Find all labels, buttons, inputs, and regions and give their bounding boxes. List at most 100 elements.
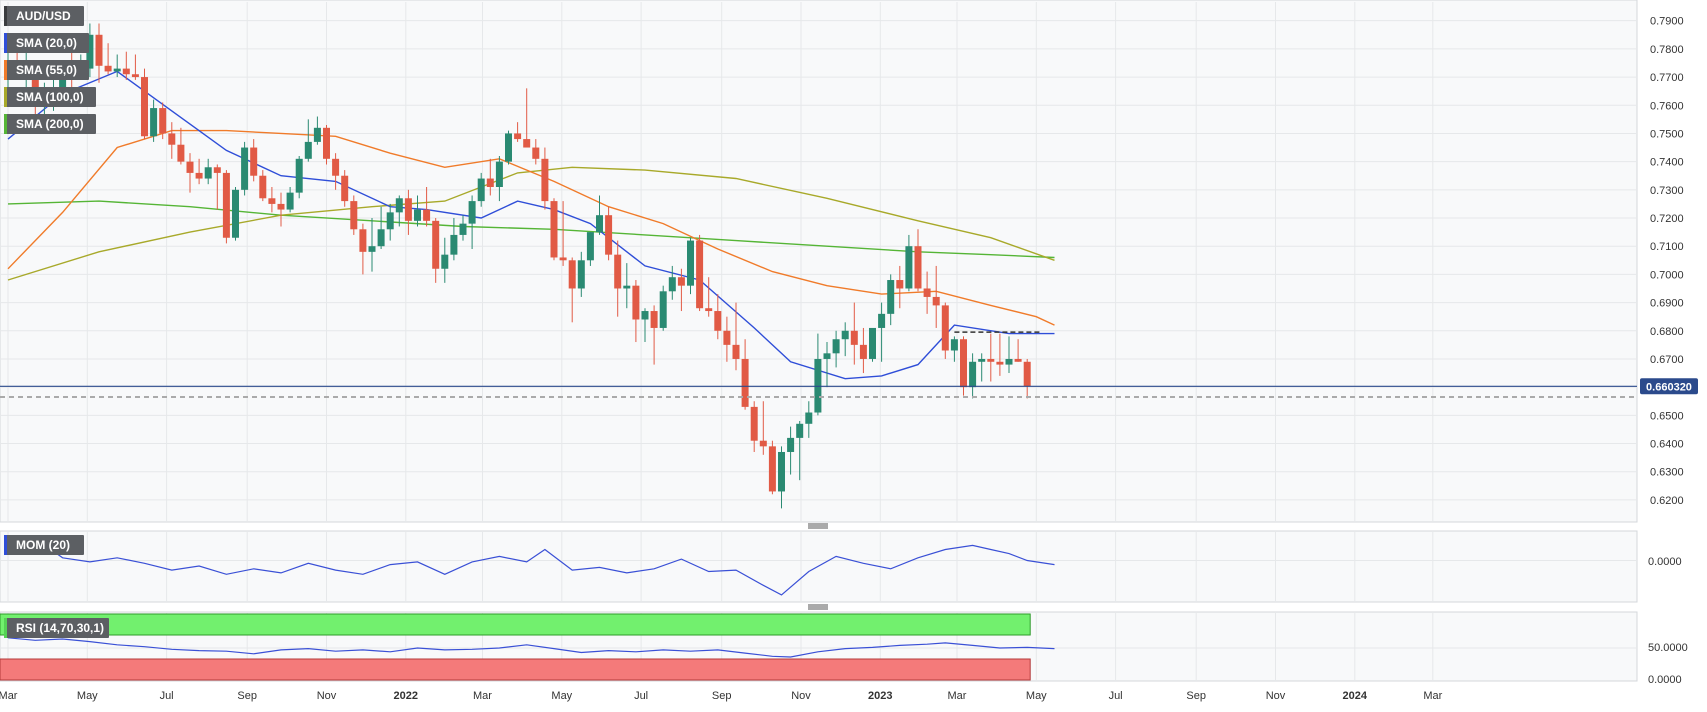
legend-symbol[interactable]: AUD/USD	[4, 6, 84, 26]
candle-body	[605, 215, 613, 255]
candle-body	[477, 178, 485, 202]
legend-sma200[interactable]: SMA (200,0)	[4, 114, 96, 134]
time-axis-label: Jul	[634, 690, 648, 702]
candle-body	[978, 358, 986, 362]
rsi-overbought-band	[0, 613, 1031, 636]
candle-body	[295, 158, 303, 193]
panel-splitter-1[interactable]	[808, 523, 828, 529]
candle-body	[923, 288, 931, 297]
price-tick-label: 0.7800	[1650, 44, 1684, 56]
legend-momentum[interactable]: MOM (20)	[4, 535, 84, 555]
price-tick-label: 0.7900	[1650, 16, 1684, 28]
candle-body	[823, 353, 831, 359]
candle-body	[723, 330, 731, 345]
candle-body	[395, 198, 403, 213]
time-axis-label: 2023	[868, 690, 892, 702]
candle-body	[386, 212, 394, 230]
candle-body	[586, 232, 594, 261]
legend-sma55[interactable]: SMA (55,0)	[4, 60, 89, 80]
candle-body	[850, 330, 858, 345]
time-axis-label: Nov	[1266, 690, 1286, 702]
legend-sma55-label: SMA (55,0)	[16, 63, 77, 77]
candle-body	[941, 305, 949, 351]
last-price-label: 0.660320	[1646, 381, 1692, 393]
candle-body	[650, 311, 658, 328]
price-tick-label: 0.7500	[1650, 128, 1684, 140]
candle-body	[104, 65, 112, 72]
candle-body	[286, 192, 294, 210]
indicator-legend: AUD/USD SMA (20,0) SMA (55,0) SMA (100,0…	[4, 6, 96, 134]
candle-body	[1014, 358, 1022, 362]
price-y-axis: 0.7900 0.7800 0.7700 0.7600 0.7500 0.7400 0.73…	[1650, 16, 1684, 507]
candle-body	[377, 229, 385, 247]
candle-body	[259, 175, 267, 199]
candle-body	[131, 74, 139, 78]
candle-body	[787, 437, 795, 452]
candle-body	[459, 223, 467, 235]
rsi-tick-label-50: 50.0000	[1648, 642, 1688, 654]
time-axis-label: Nov	[791, 690, 811, 702]
rsi-oversold-band	[0, 658, 1031, 681]
legend-sma20[interactable]: SMA (20,0)	[4, 33, 89, 53]
candle-body	[450, 234, 458, 255]
candle-body	[687, 240, 694, 286]
candle-body	[95, 34, 103, 66]
candle-body	[423, 209, 431, 221]
price-tick-label: 0.6400	[1650, 439, 1684, 451]
legend-rsi[interactable]: RSI (14,70,30,1)	[4, 618, 109, 638]
candle-body	[159, 108, 167, 134]
price-tick-label: 0.6900	[1650, 298, 1684, 310]
candle-body	[614, 254, 622, 289]
momentum-line	[7, 537, 1055, 596]
candle-body	[250, 147, 258, 176]
candle-body	[732, 344, 740, 359]
candle-body	[1005, 358, 1013, 365]
candle-body	[768, 446, 776, 492]
legend-sma20-label: SMA (20,0)	[16, 36, 77, 50]
price-tick-label: 0.7700	[1650, 72, 1684, 84]
candle-body	[623, 285, 631, 289]
legend-sma100[interactable]: SMA (100,0)	[4, 87, 96, 107]
panel-splitter-2[interactable]	[808, 604, 828, 610]
candle-body	[987, 358, 995, 362]
sma55-line	[7, 129, 1055, 326]
candle-body	[541, 158, 549, 202]
candle-body	[122, 68, 130, 75]
candle-body	[1023, 361, 1031, 387]
candle-body	[805, 412, 813, 424]
candle-body	[996, 361, 1004, 365]
candle-body	[960, 339, 967, 388]
candle-body	[186, 161, 194, 173]
candle-body	[550, 201, 558, 258]
price-tick-label: 0.7000	[1650, 269, 1684, 281]
candle-body	[495, 161, 503, 188]
candle-body	[705, 308, 713, 312]
candle-body	[532, 147, 540, 159]
time-axis-label: Sep	[237, 690, 257, 702]
candle-body	[268, 198, 276, 204]
candle-body	[878, 313, 886, 328]
price-tick-label: 0.6700	[1650, 354, 1684, 366]
candle-body	[914, 246, 922, 289]
candle-body	[632, 285, 640, 320]
momentum-tick-label: 0.0000	[1648, 556, 1682, 568]
rsi-y-axis: 50.0000 0.0000	[1648, 642, 1688, 686]
candle-body	[969, 361, 977, 388]
candle-body	[905, 246, 913, 289]
price-panel-background[interactable]	[0, 0, 1638, 523]
candle-body	[204, 167, 212, 179]
price-tick-label: 0.6200	[1650, 495, 1684, 507]
candle-body	[368, 246, 376, 252]
time-axis-label: May	[1026, 690, 1047, 702]
time-axis-label: Nov	[317, 690, 337, 702]
candle-body	[641, 311, 649, 320]
candle-body	[841, 330, 849, 340]
candle-body	[113, 68, 121, 72]
candle-body	[668, 277, 676, 292]
candle-body	[313, 127, 321, 142]
candle-body	[486, 178, 494, 188]
candle-body	[596, 215, 603, 233]
time-axis-label: 2024	[1343, 690, 1368, 702]
